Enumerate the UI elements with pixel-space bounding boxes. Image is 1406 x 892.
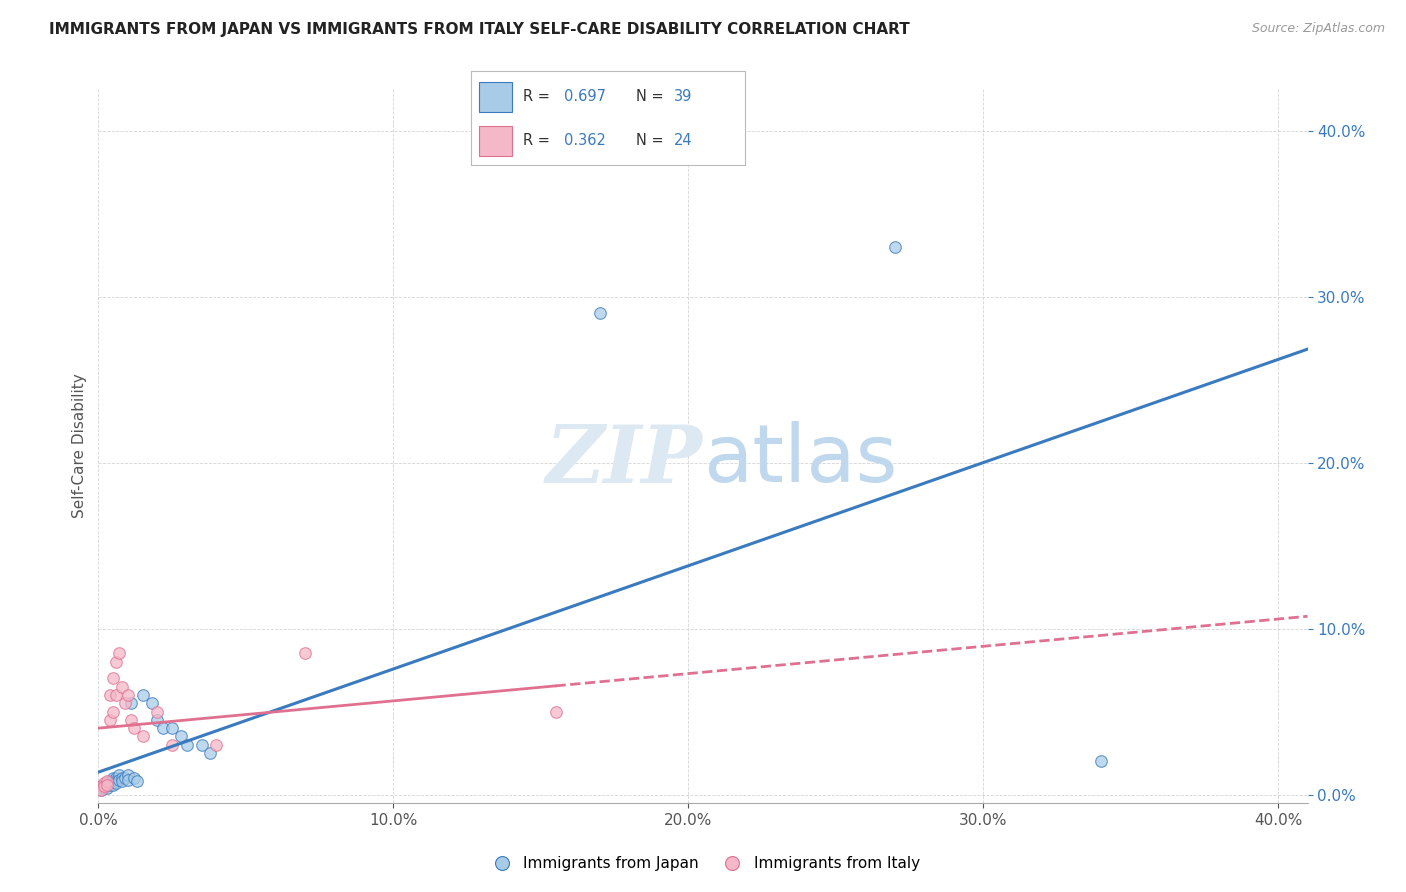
Point bbox=[117, 688, 139, 702]
Point bbox=[111, 680, 134, 694]
Point bbox=[141, 696, 163, 710]
Point bbox=[108, 767, 131, 781]
Point bbox=[111, 774, 134, 789]
Text: 0.697: 0.697 bbox=[564, 89, 606, 104]
Point bbox=[114, 771, 136, 785]
Point bbox=[90, 782, 112, 797]
Point bbox=[90, 779, 112, 793]
Point bbox=[205, 738, 228, 752]
Point bbox=[122, 721, 145, 735]
Point bbox=[152, 721, 174, 735]
Point bbox=[108, 647, 131, 661]
Bar bbox=[479, 82, 512, 112]
Point bbox=[96, 780, 118, 795]
Point bbox=[98, 774, 121, 789]
Point bbox=[160, 738, 183, 752]
Text: Source: ZipAtlas.com: Source: ZipAtlas.com bbox=[1251, 22, 1385, 36]
Point bbox=[93, 779, 115, 793]
Point bbox=[170, 730, 193, 744]
Point bbox=[146, 705, 169, 719]
Text: R =: R = bbox=[523, 133, 554, 148]
Point bbox=[93, 778, 115, 792]
Point bbox=[101, 705, 124, 719]
Point bbox=[96, 778, 118, 792]
Text: R =: R = bbox=[523, 89, 554, 104]
Point bbox=[190, 738, 212, 752]
Point bbox=[105, 776, 128, 790]
Text: N =: N = bbox=[636, 89, 668, 104]
Point bbox=[120, 713, 142, 727]
Text: ZIP: ZIP bbox=[546, 422, 703, 499]
Point bbox=[93, 780, 115, 795]
Point bbox=[117, 767, 139, 781]
Point bbox=[125, 774, 148, 789]
Point bbox=[294, 647, 316, 661]
Point bbox=[105, 688, 128, 702]
Point bbox=[114, 696, 136, 710]
Point bbox=[101, 774, 124, 789]
Point bbox=[93, 776, 115, 790]
Point bbox=[1090, 754, 1112, 768]
Point bbox=[93, 779, 115, 793]
Point bbox=[98, 688, 121, 702]
Point bbox=[98, 713, 121, 727]
Point bbox=[105, 771, 128, 785]
Point bbox=[120, 696, 142, 710]
Point bbox=[883, 240, 905, 254]
Point bbox=[90, 780, 112, 795]
Bar bbox=[479, 126, 512, 156]
Y-axis label: Self-Care Disability: Self-Care Disability bbox=[72, 374, 87, 518]
Point bbox=[200, 746, 222, 760]
Point bbox=[105, 655, 128, 669]
Point bbox=[111, 771, 134, 785]
Text: N =: N = bbox=[636, 133, 668, 148]
Point bbox=[98, 778, 121, 792]
Point bbox=[176, 738, 198, 752]
Point bbox=[131, 730, 153, 744]
Point bbox=[96, 774, 118, 789]
Point bbox=[101, 771, 124, 785]
Point bbox=[131, 688, 153, 702]
Point bbox=[122, 771, 145, 785]
Point bbox=[117, 772, 139, 787]
Text: atlas: atlas bbox=[703, 421, 897, 500]
Text: IMMIGRANTS FROM JAPAN VS IMMIGRANTS FROM ITALY SELF-CARE DISABILITY CORRELATION : IMMIGRANTS FROM JAPAN VS IMMIGRANTS FROM… bbox=[49, 22, 910, 37]
Point bbox=[96, 776, 118, 790]
Point bbox=[96, 778, 118, 792]
Point bbox=[108, 772, 131, 787]
Point bbox=[146, 713, 169, 727]
Point bbox=[105, 774, 128, 789]
Point bbox=[90, 779, 112, 793]
Point bbox=[101, 671, 124, 685]
Text: 39: 39 bbox=[673, 89, 692, 104]
Point bbox=[160, 721, 183, 735]
Legend: Immigrants from Japan, Immigrants from Italy: Immigrants from Japan, Immigrants from I… bbox=[481, 850, 925, 877]
Point bbox=[90, 782, 112, 797]
Point bbox=[544, 705, 567, 719]
Point bbox=[101, 778, 124, 792]
Text: 0.362: 0.362 bbox=[564, 133, 606, 148]
Point bbox=[589, 306, 612, 320]
Text: 24: 24 bbox=[673, 133, 693, 148]
